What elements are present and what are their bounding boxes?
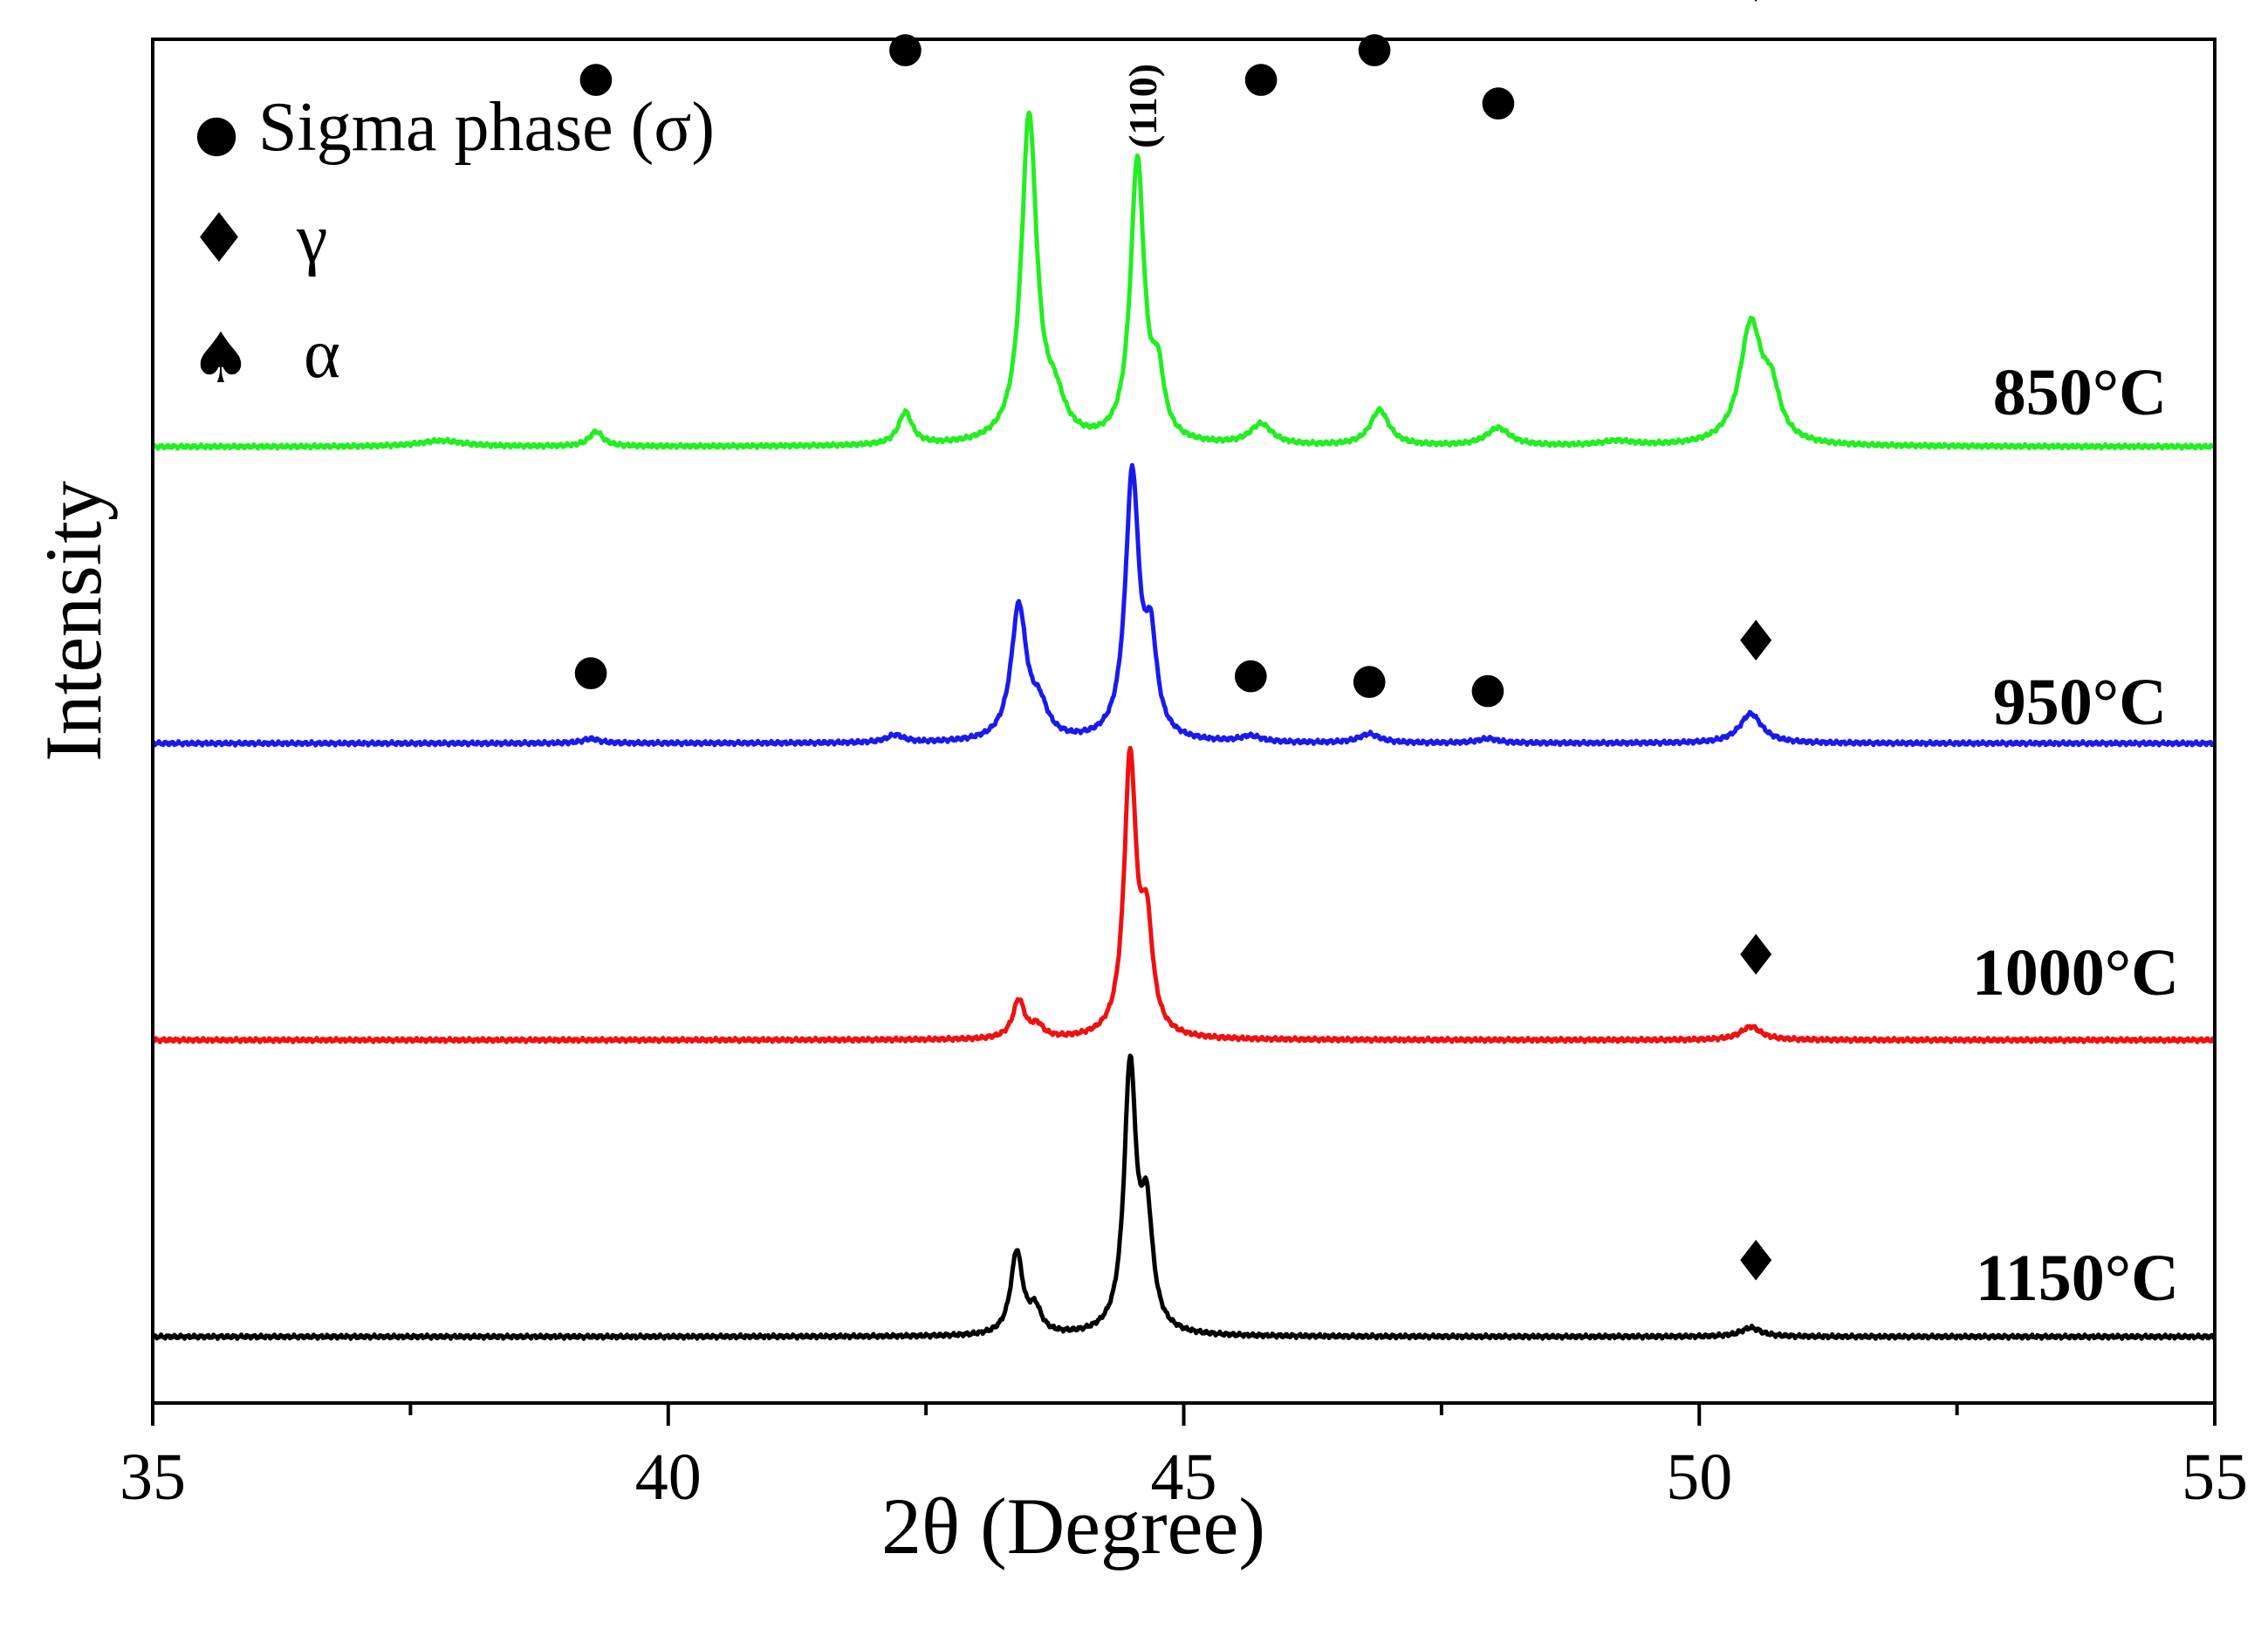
circle-marker-icon: ● (1470, 663, 1506, 712)
x-tick-label: 40 (635, 1441, 702, 1514)
series-layer (150, 110, 2217, 1341)
x-tick-label: 45 (1151, 1441, 1217, 1514)
x-tick-label: 50 (1666, 1441, 1732, 1514)
temp-label-1000: 1000°C (1972, 936, 2179, 1010)
legend-label-sigma: Sigma phase (σ) (258, 89, 715, 166)
legend-label-alpha: α (304, 316, 340, 393)
legend-label-gamma: γ (296, 201, 327, 277)
series-line-1000c (151, 745, 2217, 1044)
circle-marker-icon: ● (887, 23, 924, 72)
x-tick-label: 55 (2182, 1441, 2248, 1514)
temperature-labels: 850°C 950°C 1000°C 1150°C (1972, 356, 2179, 1315)
temp-label-1150: 1150°C (1976, 1242, 2179, 1315)
legend-circle-icon: ● (195, 103, 239, 162)
temp-label-950: 950°C (1993, 666, 2167, 739)
circle-marker-icon: ● (578, 52, 614, 101)
x-tick-label: 35 (120, 1441, 186, 1514)
diamond-marker-icon: ♦ (1731, 924, 1781, 989)
diamond-marker-icon: ♦ (1731, 1229, 1781, 1294)
circle-marker-icon: ● (1351, 654, 1388, 703)
circle-marker-icon: ● (1480, 76, 1517, 125)
peak-index-label: (110) (1120, 64, 1165, 148)
diamond-marker-icon: ♦ (1731, 610, 1781, 674)
circle-marker-icon: ● (1232, 648, 1269, 697)
axis-layer: 35 40 45 50 55 (120, 38, 2248, 1514)
x-axis-title: 2θ (Degree) (881, 1482, 1265, 1571)
series-line-1150c (151, 1053, 2217, 1341)
y-axis-title: Intensity (29, 481, 118, 762)
diamond-marker-icon: ♦ (1731, 0, 1781, 16)
circle-marker-icon: ● (572, 646, 609, 695)
series-line-850c (150, 110, 2217, 451)
temp-label-850: 850°C (1993, 356, 2167, 429)
marker-layer: ●●♦♠●●●♦●●●●♦♦♦ (572, 0, 1781, 1294)
legend: ● Sigma phase (σ) ♦ γ ♠ α (188, 89, 715, 399)
circle-marker-icon: ● (1243, 52, 1279, 101)
circle-marker-icon: ● (1356, 23, 1393, 72)
series-line-950c (151, 462, 2217, 748)
legend-spade-icon: ♠ (189, 318, 252, 399)
legend-diamond-icon: ♦ (188, 200, 250, 278)
